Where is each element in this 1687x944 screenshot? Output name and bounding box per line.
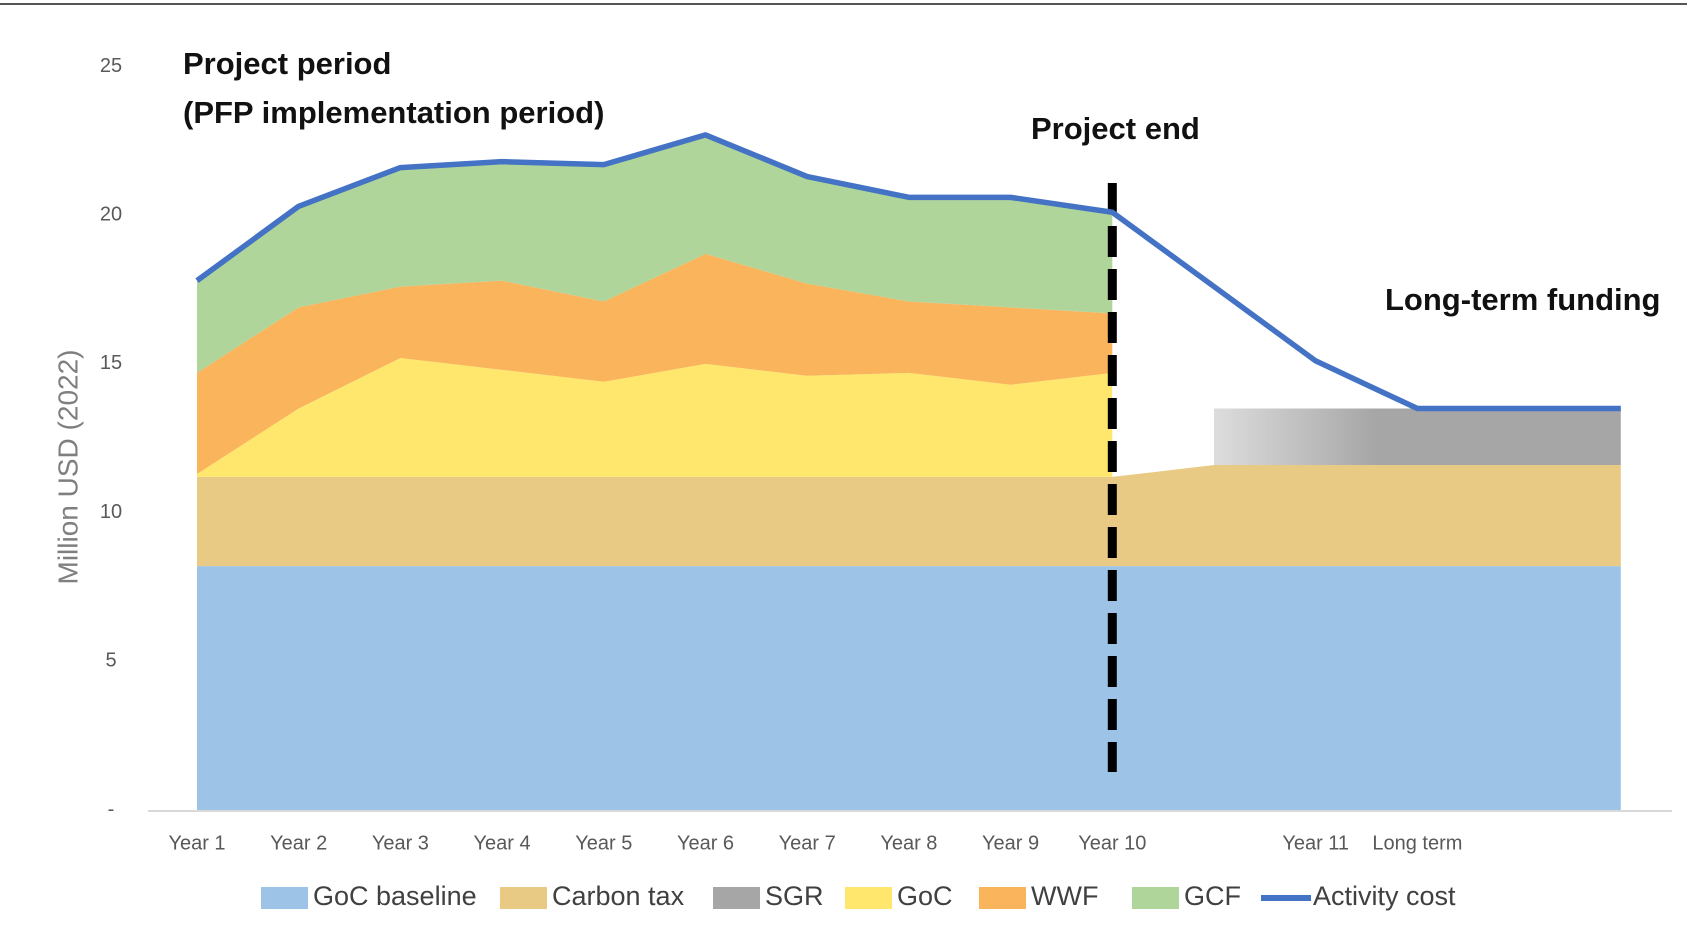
legend-swatch [1132,887,1179,909]
y-tick-label: 10 [100,501,122,523]
annotation: Long-term funding [1385,282,1661,317]
legend-swatch [845,887,892,909]
y-axis-title: Million USD (2022) [52,350,83,585]
legend-label: Carbon tax [552,881,685,911]
y-tick-label: 20 [100,203,122,225]
legend-label: SGR [765,881,824,911]
x-tick-label: Year 9 [982,832,1039,854]
x-tick-label: Year 5 [575,832,632,854]
legend-label: GCF [1184,881,1241,911]
area [197,465,1621,567]
x-tick-label: Year 4 [474,832,531,854]
line [195,132,1621,412]
y-tick-label: - [108,798,115,820]
x-tick-label: Year 10 [1078,832,1146,854]
area [197,253,1113,474]
y-tick-label: 25 [100,55,122,77]
legend-label: WWF [1031,881,1098,911]
x-tick-label: Year 2 [270,832,327,854]
x-tick-label: Year 7 [779,832,836,854]
area [1214,408,1621,466]
x-tick-label: Year 11 [1282,832,1349,854]
areas [197,134,1621,810]
annotation: (PFP implementation period) [183,95,604,130]
area [197,357,1113,477]
legend-label: Activity cost [1313,881,1456,911]
legend-swatch [713,887,760,909]
x-tick-label: Year 1 [168,832,225,854]
x-tick-label: Long term [1372,832,1462,854]
x-tick-label: Year 3 [372,832,429,854]
legend-swatch [500,887,547,909]
x-tick-label: Year 8 [880,832,937,854]
area [197,566,1621,810]
legend-label: GoC baseline [313,881,477,911]
legend-swatch [261,887,308,909]
legend-label: GoC [897,881,953,911]
y-tick-label: 5 [105,650,116,672]
legend-swatch [979,887,1026,909]
annotation: Project end [1031,111,1200,146]
y-tick-label: 15 [100,352,122,374]
annotation: Project period [183,46,391,81]
x-tick-label: Year 6 [677,832,734,854]
